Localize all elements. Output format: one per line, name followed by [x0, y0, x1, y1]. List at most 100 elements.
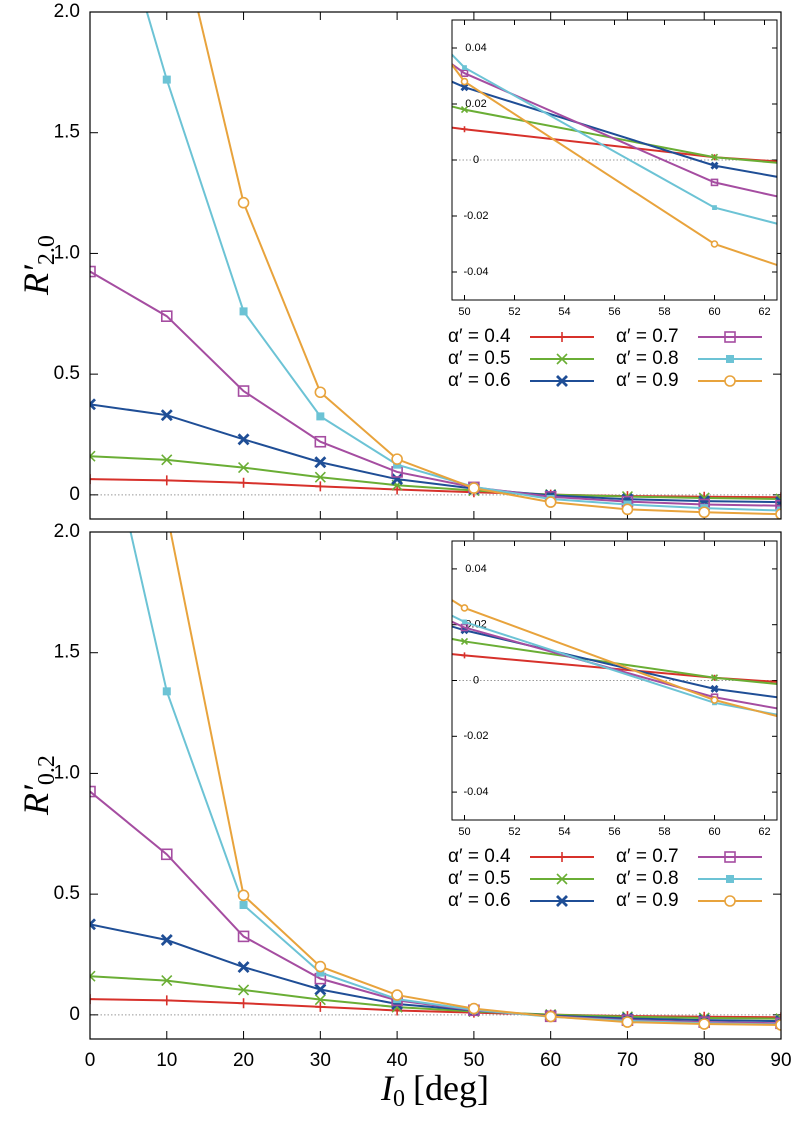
marker	[212, 45, 218, 51]
marker	[775, 1019, 781, 1031]
marker	[544, 496, 557, 508]
marker	[556, 375, 568, 387]
marker	[161, 975, 173, 987]
marker	[556, 353, 568, 365]
inset-x-tick-label: 60	[708, 826, 720, 838]
inset-x-tick-label: 56	[608, 826, 620, 838]
y-axis-label-main: R′	[16, 264, 56, 296]
y-tick-label: 2.0	[54, 1, 80, 22]
marker	[724, 851, 736, 863]
marker	[212, 552, 218, 558]
plot-frame	[89, 11, 782, 520]
inset-x-tick-label: 58	[658, 826, 670, 838]
marker	[710, 240, 719, 248]
marker	[90, 994, 95, 1005]
x-tick-label: 40	[387, 1050, 408, 1071]
marker	[315, 481, 326, 492]
marker	[710, 674, 719, 682]
marker	[160, 310, 173, 323]
legend-label: α′ = 0.6	[448, 370, 511, 391]
marker	[212, 588, 218, 594]
marker	[90, 970, 96, 982]
marker	[460, 637, 469, 646]
legend-label: α′ = 0.4	[448, 846, 511, 867]
marker	[710, 153, 719, 161]
legend-label: α′ = 0.4	[448, 326, 511, 347]
y-tick-label: 2.0	[54, 521, 80, 542]
marker	[237, 961, 250, 974]
marker	[724, 375, 736, 387]
marker	[237, 196, 250, 209]
y-tick-label: 1.5	[54, 122, 80, 143]
marker	[460, 623, 469, 632]
marker	[461, 126, 468, 133]
inset-y-tick-label: 0	[473, 674, 479, 686]
marker	[724, 331, 736, 343]
legend-label: α′ = 0.6	[448, 890, 511, 911]
marker	[239, 307, 248, 316]
marker	[391, 989, 403, 1001]
marker	[316, 968, 325, 977]
marker	[462, 619, 467, 625]
y-tick-label: 0	[69, 484, 80, 505]
y-axis-label: R′2.0	[16, 235, 59, 296]
marker	[315, 1001, 326, 1012]
marker	[710, 178, 719, 187]
series-line	[90, 455, 781, 500]
marker	[162, 687, 171, 696]
x-tick-label: 70	[617, 1050, 638, 1071]
marker	[212, 95, 218, 101]
marker	[237, 462, 250, 474]
y-tick-label: 1.0	[54, 762, 80, 783]
inset-x-tick-label: 60	[708, 306, 720, 318]
marker	[710, 696, 719, 704]
x-tick-label: 0	[85, 1050, 96, 1071]
marker	[90, 474, 95, 485]
x-tick-label: 90	[770, 1050, 791, 1071]
legend-label: α′ = 0.7	[616, 846, 679, 867]
inset-x-tick-label: 52	[508, 306, 520, 318]
series-layer	[212, 45, 777, 267]
marker	[237, 930, 250, 943]
marker	[160, 409, 173, 422]
marker	[314, 994, 326, 1006]
marker	[557, 852, 567, 862]
x-tick-label: 50	[463, 1050, 484, 1071]
marker	[237, 889, 250, 902]
marker	[212, 497, 217, 502]
marker	[212, 627, 218, 633]
marker	[90, 785, 96, 798]
marker	[161, 454, 173, 466]
marker	[712, 205, 717, 210]
plot-frame	[89, 531, 782, 1040]
series-layer	[212, 497, 777, 718]
marker	[239, 901, 248, 910]
y-tick-label: 0	[69, 1004, 80, 1025]
marker	[556, 895, 568, 907]
x-tick-label: 20	[233, 1050, 254, 1071]
marker	[621, 1016, 634, 1028]
legend-label: α′ = 0.9	[616, 890, 679, 911]
x-axis-label-main: I	[380, 1068, 395, 1108]
marker	[316, 412, 325, 421]
marker	[556, 873, 568, 885]
marker	[90, 918, 96, 931]
inset-x-tick-label: 52	[508, 826, 520, 838]
inset-y-tick-label: -0.02	[463, 730, 488, 742]
inset-x-tick-label: 62	[758, 826, 770, 838]
y-axis-label-sub: 0.2	[34, 755, 60, 785]
marker	[314, 983, 327, 996]
x-axis-label: I0 [deg]	[380, 1068, 489, 1111]
y-tick-label: 0.5	[54, 883, 80, 904]
x-tick-label: 80	[694, 1050, 715, 1071]
inset-y-tick-label: 0	[473, 154, 479, 166]
inset-frame	[451, 19, 778, 301]
inset-frame	[451, 540, 778, 821]
inset-x-tick-label: 54	[558, 826, 570, 838]
x-axis-label-unit: [deg]	[413, 1068, 489, 1108]
legend-label: α′ = 0.5	[448, 868, 511, 889]
marker	[726, 355, 734, 363]
marker	[90, 265, 96, 278]
series-line	[90, 923, 781, 1023]
